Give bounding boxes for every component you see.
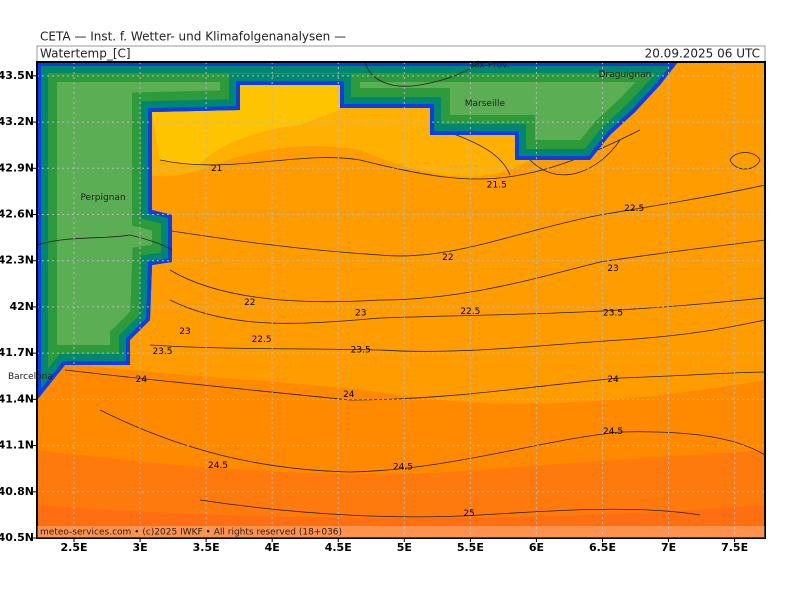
header: CETA — Inst. f. Wetter- und Klimafolgena… <box>40 30 346 44</box>
x-tick-label: 5.5E <box>457 541 484 554</box>
valid-time: 20.09.2025 06 UTC <box>645 47 760 61</box>
contour-label: 24 <box>343 390 355 400</box>
y-tick-label: 43.2N <box>0 115 34 128</box>
sea-band <box>152 85 340 165</box>
contour-label: 22.5 <box>624 204 644 214</box>
y-tick-label: 42.9N <box>0 161 34 174</box>
y-tick-label: 43.5N <box>0 69 34 82</box>
y-tick-label: 40.8N <box>0 485 34 498</box>
contour-label: 23.5 <box>351 346 371 356</box>
contour-label: 25 <box>463 509 474 519</box>
y-tick-label: 41.4N <box>0 392 34 405</box>
contour-label: 23.5 <box>603 309 623 319</box>
map-area: 21 21.5 22.5 22 23 22 23 22.5 23.5 23 22.5 23.5 23.5… <box>37 62 765 538</box>
x-tick-label: 3E <box>132 541 147 554</box>
frame <box>36 61 766 539</box>
variable: Watertemp_[C] <box>40 47 131 61</box>
contour-label: 23 <box>607 264 618 274</box>
city-label: Draguignan <box>599 70 652 80</box>
contour-label: 24.5 <box>393 463 413 473</box>
x-tick-label: 6.5E <box>589 541 616 554</box>
border <box>37 234 173 251</box>
sea-band <box>37 505 765 538</box>
contour-label: 22.5 <box>252 335 272 345</box>
contour-label: 24.5 <box>603 427 623 437</box>
y-tick-label: 41.7N <box>0 346 34 359</box>
contour-label: 24 <box>607 375 619 385</box>
contour-label: 24 <box>136 375 148 385</box>
city-label: Aix-Prov. <box>471 61 510 71</box>
x-tick-label: 7E <box>661 541 676 554</box>
footer-bar <box>37 526 765 538</box>
y-tick-label: 42.3N <box>0 254 34 267</box>
x-tick-label: 4E <box>265 541 280 554</box>
contour-label: 23.5 <box>152 347 172 357</box>
contour-label: 23 <box>179 327 190 337</box>
y-tick-label: 42N <box>9 300 34 313</box>
contour-label: 24.5 <box>208 461 228 471</box>
contour-label: 21 <box>211 164 222 174</box>
y-tick-label: 40.5N <box>0 531 34 544</box>
city-label: Perpignan <box>80 193 125 203</box>
x-tick-label: 3.5E <box>193 541 220 554</box>
x-tick-label: 6E <box>529 541 544 554</box>
x-tick-label: 2.5E <box>60 541 87 554</box>
x-tick-label: 5E <box>397 541 412 554</box>
x-tick-label: 7.5E <box>721 541 748 554</box>
footer: meteo-services.com • (c)2025 IWKF • All … <box>40 528 342 538</box>
contour-label: 21.5 <box>487 181 507 191</box>
overlay: 21 21.5 22.5 22 23 22 23 22.5 23.5 23 22.5 23.5 23.5… <box>37 62 765 538</box>
contour-label: 23 <box>355 309 366 319</box>
city-label: Marseille <box>465 99 506 109</box>
contour-label: 22 <box>244 298 255 308</box>
contour-label: 22 <box>442 253 453 263</box>
contour-label: 22.5 <box>460 307 480 317</box>
y-tick-label: 42.6N <box>0 208 34 221</box>
x-tick-label: 4.5E <box>325 541 352 554</box>
y-tick-label: 41.1N <box>0 439 34 452</box>
city-label: Barcelona <box>8 372 53 382</box>
